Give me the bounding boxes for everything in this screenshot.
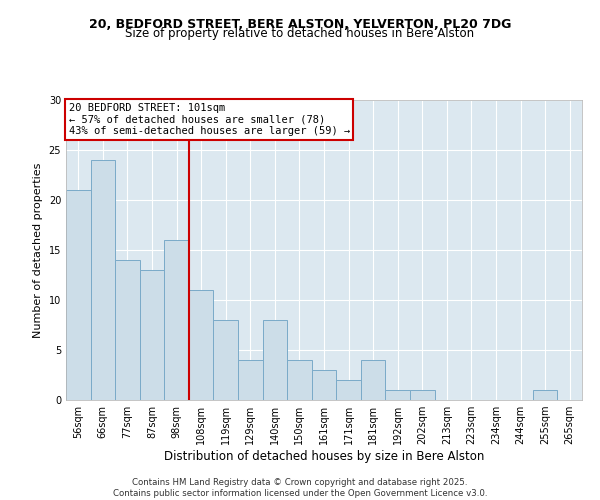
- Bar: [238, 360, 263, 400]
- Text: Size of property relative to detached houses in Bere Alston: Size of property relative to detached ho…: [125, 28, 475, 40]
- Text: 20 BEDFORD STREET: 101sqm
← 57% of detached houses are smaller (78)
43% of semi-: 20 BEDFORD STREET: 101sqm ← 57% of detac…: [68, 103, 350, 136]
- X-axis label: Distribution of detached houses by size in Bere Alston: Distribution of detached houses by size …: [164, 450, 484, 463]
- Bar: [312, 370, 336, 400]
- Bar: [164, 240, 189, 400]
- Bar: [214, 320, 238, 400]
- Bar: [385, 390, 410, 400]
- Text: Contains HM Land Registry data © Crown copyright and database right 2025.
Contai: Contains HM Land Registry data © Crown c…: [113, 478, 487, 498]
- Bar: [361, 360, 385, 400]
- Bar: [410, 390, 434, 400]
- Bar: [140, 270, 164, 400]
- Y-axis label: Number of detached properties: Number of detached properties: [33, 162, 43, 338]
- Text: 20, BEDFORD STREET, BERE ALSTON, YELVERTON, PL20 7DG: 20, BEDFORD STREET, BERE ALSTON, YELVERT…: [89, 18, 511, 30]
- Bar: [263, 320, 287, 400]
- Bar: [115, 260, 140, 400]
- Bar: [533, 390, 557, 400]
- Bar: [336, 380, 361, 400]
- Bar: [189, 290, 214, 400]
- Bar: [66, 190, 91, 400]
- Bar: [91, 160, 115, 400]
- Bar: [287, 360, 312, 400]
